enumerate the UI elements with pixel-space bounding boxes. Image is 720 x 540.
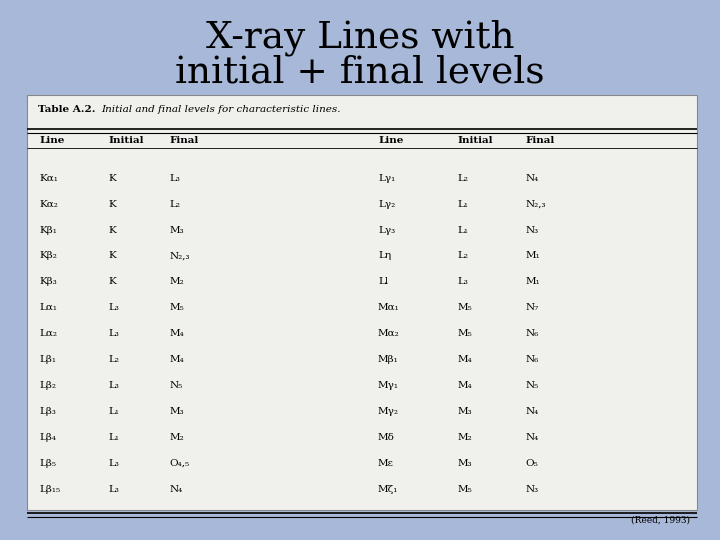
Text: Mβ₁: Mβ₁ xyxy=(378,355,399,364)
Text: Mα₁: Mα₁ xyxy=(378,303,400,312)
Text: Final: Final xyxy=(526,136,555,145)
Text: O₄,₅: O₄,₅ xyxy=(169,459,189,468)
Text: K: K xyxy=(108,278,116,286)
Text: M₂: M₂ xyxy=(457,433,472,442)
Text: K: K xyxy=(108,226,116,234)
Text: K: K xyxy=(108,200,116,208)
Text: Line: Line xyxy=(40,136,65,145)
Text: M₅: M₅ xyxy=(169,303,184,312)
Text: K: K xyxy=(108,252,116,260)
FancyBboxPatch shape xyxy=(27,94,697,510)
Text: M₄: M₄ xyxy=(457,355,472,364)
Text: M₁: M₁ xyxy=(526,252,540,260)
Text: L₃: L₃ xyxy=(108,459,119,468)
Text: N₆: N₆ xyxy=(526,355,539,364)
Text: N₂,₃: N₂,₃ xyxy=(169,252,189,260)
Text: M₅: M₅ xyxy=(457,485,472,494)
Text: Lγ₂: Lγ₂ xyxy=(378,200,395,208)
Text: Final: Final xyxy=(169,136,199,145)
Text: N₇: N₇ xyxy=(526,303,539,312)
Text: N₄: N₄ xyxy=(526,174,539,183)
Text: Kα₂: Kα₂ xyxy=(40,200,58,208)
Text: N₄: N₄ xyxy=(526,407,539,416)
Text: L₃: L₃ xyxy=(108,485,119,494)
Text: L₃: L₃ xyxy=(457,278,468,286)
Text: Table A.2.: Table A.2. xyxy=(38,105,103,114)
Text: M₃: M₃ xyxy=(169,407,184,416)
Text: L₂: L₂ xyxy=(457,174,468,183)
Text: N₆: N₆ xyxy=(526,329,539,338)
Text: Mγ₂: Mγ₂ xyxy=(378,407,399,416)
Text: M₄: M₄ xyxy=(457,381,472,390)
Text: M₃: M₃ xyxy=(169,226,184,234)
Text: Lα₁: Lα₁ xyxy=(40,303,58,312)
Text: X-ray Lines with: X-ray Lines with xyxy=(206,19,514,56)
Text: Mδ: Mδ xyxy=(378,433,395,442)
Text: O₅: O₅ xyxy=(526,459,539,468)
Text: Line: Line xyxy=(378,136,403,145)
Text: L₁: L₁ xyxy=(457,226,468,234)
Text: M₁: M₁ xyxy=(526,278,540,286)
Text: Kβ₃: Kβ₃ xyxy=(40,278,58,286)
Text: Initial and final levels for characteristic lines.: Initial and final levels for characteris… xyxy=(102,105,341,114)
Text: N₅: N₅ xyxy=(169,381,182,390)
Text: L₂: L₂ xyxy=(457,252,468,260)
Text: Lβ₂: Lβ₂ xyxy=(40,381,57,390)
Text: Mα₂: Mα₂ xyxy=(378,329,400,338)
Text: M₂: M₂ xyxy=(169,433,184,442)
Text: N₃: N₃ xyxy=(526,485,539,494)
Text: M₃: M₃ xyxy=(457,459,472,468)
Text: K: K xyxy=(108,174,116,183)
Text: Mγ₁: Mγ₁ xyxy=(378,381,399,390)
Text: Initial: Initial xyxy=(108,136,143,145)
Text: M₄: M₄ xyxy=(169,329,184,338)
Text: Mζ₁: Mζ₁ xyxy=(378,485,398,494)
Text: M₃: M₃ xyxy=(457,407,472,416)
Text: L₃: L₃ xyxy=(169,174,180,183)
Text: N₂,₃: N₂,₃ xyxy=(526,200,546,208)
Text: Lα₂: Lα₂ xyxy=(40,329,58,338)
Text: Lβ₄: Lβ₄ xyxy=(40,433,57,442)
Text: initial + final levels: initial + final levels xyxy=(175,55,545,91)
Text: N₄: N₄ xyxy=(169,485,182,494)
Text: L₁: L₁ xyxy=(108,407,119,416)
Text: M₂: M₂ xyxy=(169,278,184,286)
Text: Kα₁: Kα₁ xyxy=(40,174,58,183)
Text: L₃: L₃ xyxy=(108,303,119,312)
Text: L₃: L₃ xyxy=(108,329,119,338)
Text: L₁: L₁ xyxy=(108,433,119,442)
Text: Lβ₁: Lβ₁ xyxy=(40,355,57,364)
Text: L₁: L₁ xyxy=(457,200,468,208)
Text: L₂: L₂ xyxy=(169,200,180,208)
Text: Lη: Lη xyxy=(378,252,391,260)
Text: L₃: L₃ xyxy=(108,381,119,390)
Text: N₄: N₄ xyxy=(526,433,539,442)
Text: Lβ₅: Lβ₅ xyxy=(40,459,57,468)
Text: Initial: Initial xyxy=(457,136,492,145)
Text: Mε: Mε xyxy=(378,459,394,468)
Text: N₅: N₅ xyxy=(526,381,539,390)
Text: Lβ₁₅: Lβ₁₅ xyxy=(40,485,60,494)
Text: M₅: M₅ xyxy=(457,329,472,338)
Text: L₂: L₂ xyxy=(108,355,119,364)
Text: Lβ₃: Lβ₃ xyxy=(40,407,56,416)
Text: Ll: Ll xyxy=(378,278,388,286)
Text: M₅: M₅ xyxy=(457,303,472,312)
Text: (Reed, 1993): (Reed, 1993) xyxy=(631,516,690,524)
Text: Lγ₁: Lγ₁ xyxy=(378,174,395,183)
Text: M₄: M₄ xyxy=(169,355,184,364)
Text: Kβ₂: Kβ₂ xyxy=(40,252,58,260)
Text: Kβ₁: Kβ₁ xyxy=(40,226,58,234)
Text: N₃: N₃ xyxy=(526,226,539,234)
Text: Lγ₃: Lγ₃ xyxy=(378,226,395,234)
